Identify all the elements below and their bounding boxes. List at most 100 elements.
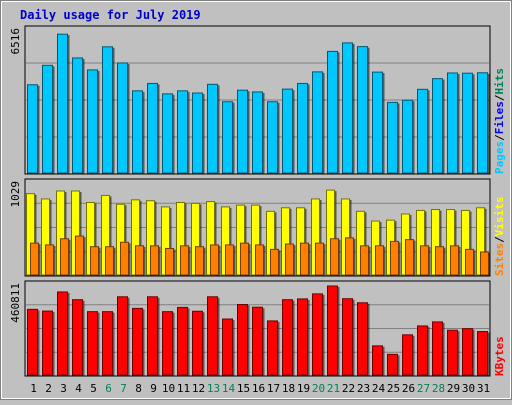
x-tick-label-26: 26 [402,382,415,395]
x-tick-label-23: 23 [357,382,370,395]
x-tick-label-19: 19 [297,382,310,395]
bar-pages-day-2 [42,64,53,174]
bar-sites-day-28 [435,246,444,276]
x-tick-label-29: 29 [447,382,460,395]
bar-pages-day-17 [267,101,278,174]
bar-sites-day-31 [480,251,489,276]
legend-entry: Sites [493,243,506,276]
bar-sites-day-20 [315,242,324,276]
bar-sites-day-3 [60,238,69,276]
bar-sites-day-30 [465,248,474,276]
legend-kbytes: KBytes [493,336,506,376]
bar-sites-day-6 [105,246,114,276]
bar-kbytes-day-25 [387,353,398,376]
bar-sites-day-5 [90,246,99,276]
x-tick-label-21: 21 [327,382,340,395]
bar-pages-day-26 [402,99,413,174]
bar-kbytes-day-18 [282,299,293,376]
bar-kbytes-day-24 [372,345,383,376]
bar-kbytes-day-31 [477,331,488,376]
bar-sites-day-4 [75,235,84,276]
bar-kbytes-day-2 [42,310,53,376]
bar-pages-day-23 [357,46,368,174]
legend-sites-visits: Sites/Visits [493,197,506,277]
y-max-label: 460811 [9,283,22,323]
bar-pages-day-15 [237,89,248,174]
bar-sites-day-19 [300,242,309,276]
bar-pages-day-14 [222,101,233,174]
bar-kbytes-day-26 [402,334,413,376]
x-tick-label-3: 3 [60,382,67,395]
chart-panels: 6516Pages/Files/Hits1029Sites/Visits4608… [9,25,506,377]
bar-sites-day-18 [285,243,294,276]
bar-kbytes-day-11 [177,306,188,376]
bar-sites-day-24 [375,245,384,276]
bar-pages-day-6 [102,46,113,174]
bar-sites-day-17 [270,248,279,276]
bar-sites-day-8 [135,245,144,276]
bar-kbytes-day-3 [57,291,68,376]
x-tick-label-28: 28 [432,382,445,395]
x-tick-label-27: 27 [417,382,430,395]
bar-kbytes-day-9 [147,296,158,376]
x-tick-label-30: 30 [462,382,475,395]
bar-sites-day-27 [420,245,429,276]
bar-pages-day-5 [87,69,98,174]
x-tick-label-24: 24 [372,382,386,395]
panel-kbytes: 460811 KBytes [9,280,506,377]
bar-pages-day-16 [252,91,263,174]
bar-pages-day-7 [117,62,128,174]
legend-entry: / [493,134,506,141]
x-tick-label-18: 18 [282,382,295,395]
y-max-label: 6516 [9,28,22,55]
bar-pages-day-20 [312,71,323,174]
legend-entry: / [493,94,506,101]
panel-sites-visits: 1029 Sites/Visits [9,178,506,277]
bar-pages-day-31 [477,72,488,174]
bar-pages-day-8 [132,90,143,174]
bar-kbytes-day-13 [207,296,218,376]
bar-pages-day-4 [72,57,83,174]
x-tick-label-12: 12 [192,382,205,395]
bar-kbytes-day-7 [117,296,128,376]
bar-pages-day-27 [417,88,428,174]
bar-sites-day-11 [180,245,189,276]
bar-sites-day-13 [210,244,219,276]
bar-sites-day-22 [345,237,354,276]
x-tick-label-16: 16 [252,382,265,395]
x-axis-tick-labels: 1 2 3 4 5 6 7 8 9 10 11 12 13 14 15 16 17 18 19 20 21 22 23 24 2… [30,382,490,395]
bar-pages-day-25 [387,101,398,174]
bar-pages-day-29 [447,72,458,174]
bar-kbytes-day-28 [432,321,443,376]
bar-pages-day-3 [57,33,68,174]
x-tick-label-9: 9 [150,382,157,395]
chart-title: Daily usage for July 2019 [20,8,201,22]
x-tick-label-7: 7 [120,382,127,395]
bar-sites-day-26 [405,239,414,276]
bar-pages-day-11 [177,90,188,174]
x-tick-label-22: 22 [342,382,355,395]
bar-kbytes-day-20 [312,293,323,376]
legend-entry: Pages [493,141,506,174]
bar-kbytes-day-27 [417,325,428,376]
bar-kbytes-day-14 [222,318,233,376]
legend-entry: Hits [493,68,506,95]
bar-kbytes-day-6 [102,311,113,376]
bar-sites-day-10 [165,247,174,276]
bar-sites-day-16 [255,244,264,276]
bar-sites-day-21 [330,238,339,276]
legend-entry: Files [493,101,506,134]
x-tick-label-1: 1 [30,382,37,395]
x-tick-label-25: 25 [387,382,400,395]
bar-kbytes-day-19 [297,298,308,376]
legend-entry: / [493,236,506,243]
bar-pages-day-30 [462,72,473,174]
bar-kbytes-day-21 [327,285,338,376]
bar-pages-day-28 [432,78,443,174]
bar-sites-day-29 [450,245,459,276]
bar-pages-day-1 [27,84,38,174]
x-tick-label-4: 4 [75,382,82,395]
bar-kbytes-day-16 [252,306,263,376]
